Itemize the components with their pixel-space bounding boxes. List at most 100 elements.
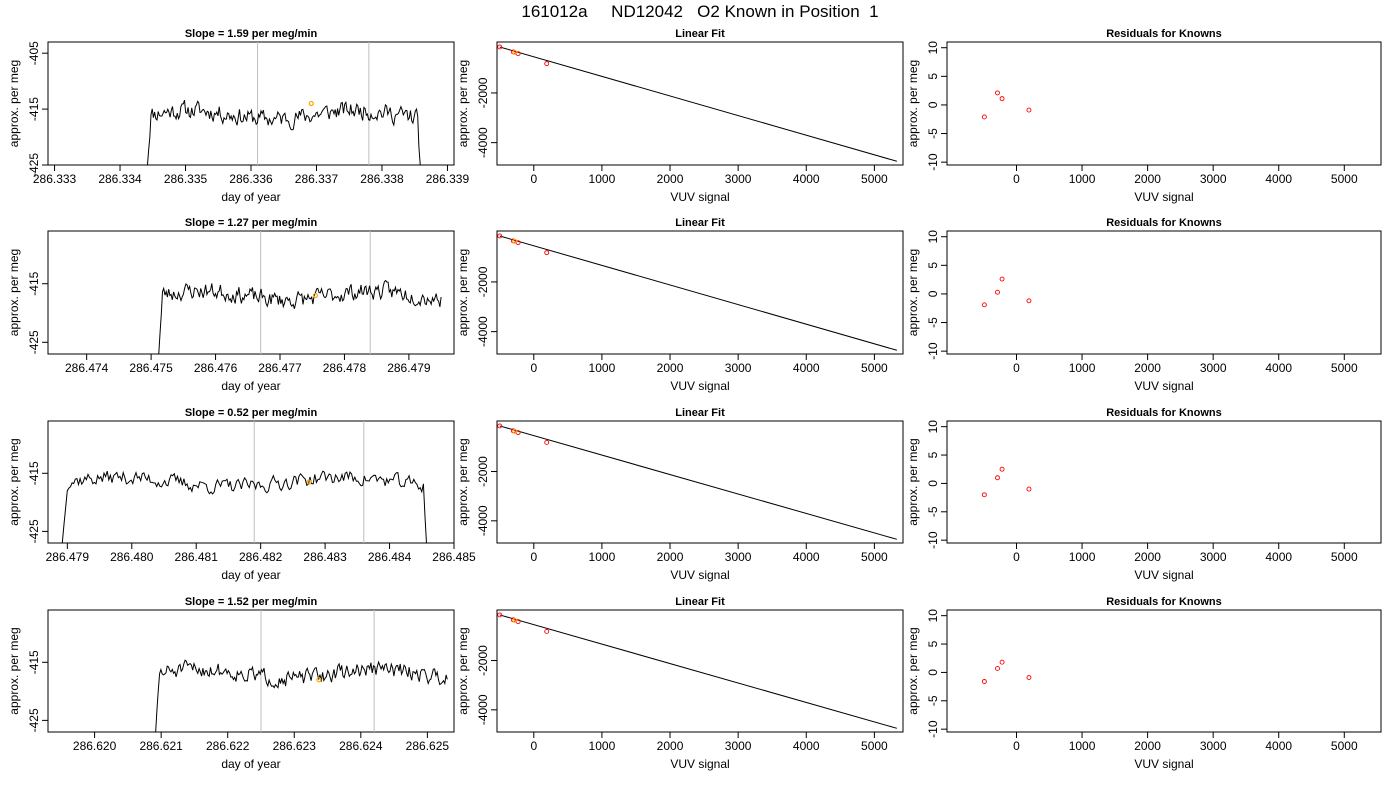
panel-title: Slope = 1.59 per meg/min bbox=[185, 28, 318, 40]
x-tick-label: 1000 bbox=[589, 361, 616, 375]
y-tick-label: -10 bbox=[926, 153, 940, 171]
x-tick-label: 1000 bbox=[589, 739, 616, 753]
y-axis-label: approx. per meg bbox=[906, 249, 920, 336]
x-tick-label: 286.485 bbox=[432, 550, 476, 564]
x-tick-label: 1000 bbox=[589, 550, 616, 564]
y-tick-label: -405 bbox=[27, 41, 41, 65]
x-tick-label: 2000 bbox=[657, 361, 684, 375]
x-tick-label: 1000 bbox=[1069, 172, 1096, 186]
data-point bbox=[497, 612, 503, 618]
plot-frame bbox=[496, 420, 904, 544]
panel-title: Residuals for Knowns bbox=[1106, 217, 1222, 229]
row2-time-panel: Slope = 1.27 per meg/min 286.474 286.475 28… bbox=[7, 217, 455, 393]
row3-fit-panel: Linear Fit 0 1000 2000 3000 4000 5000 VUV signa… bbox=[456, 407, 904, 582]
x-tick-label: 2000 bbox=[1134, 361, 1161, 375]
panel-title: Residuals for Knowns bbox=[1106, 28, 1222, 40]
x-tick-label: 286.478 bbox=[323, 361, 367, 375]
x-tick-label: 5000 bbox=[861, 739, 888, 753]
y-axis-label: approx. per meg bbox=[456, 627, 470, 714]
y-axis-label: approx. per meg bbox=[7, 249, 21, 336]
x-tick-label: 4000 bbox=[793, 361, 820, 375]
unknown-point bbox=[512, 238, 518, 244]
x-tick-label: 0 bbox=[1013, 550, 1020, 564]
x-axis-label: day of year bbox=[221, 568, 280, 582]
data-point bbox=[1026, 675, 1032, 680]
data-point bbox=[1026, 107, 1032, 113]
x-tick-label: 286.623 bbox=[273, 739, 317, 753]
y-axis-label: approx. per meg bbox=[456, 249, 470, 336]
y-tick-label: -4000 bbox=[476, 694, 490, 725]
x-axis-label: VUV signal bbox=[670, 190, 729, 204]
data-point bbox=[981, 679, 987, 684]
y-tick-label: 10 bbox=[926, 420, 940, 434]
data-series-line bbox=[155, 659, 448, 732]
x-tick-label: 5000 bbox=[861, 361, 888, 375]
x-tick-label: 286.337 bbox=[295, 172, 339, 186]
y-tick-label: -5 bbox=[926, 317, 940, 328]
x-tick-label: 5000 bbox=[861, 550, 888, 564]
y-tick-label: -4000 bbox=[476, 316, 490, 347]
data-point bbox=[999, 96, 1005, 102]
data-point bbox=[999, 659, 1005, 665]
fit-line bbox=[499, 425, 898, 540]
data-series-line bbox=[158, 279, 442, 354]
plot-area bbox=[497, 233, 898, 351]
row1-resid-panel: Residuals for Knowns 0 1000 2000 3000 4000 500… bbox=[906, 28, 1382, 204]
y-tick-label: 0 bbox=[926, 101, 940, 108]
plot-area bbox=[158, 231, 442, 354]
x-tick-label: 4000 bbox=[1265, 550, 1292, 564]
x-tick-label: 5000 bbox=[1331, 361, 1358, 375]
data-point bbox=[497, 233, 503, 239]
y-tick-label: 0 bbox=[926, 480, 940, 487]
highlight-point bbox=[312, 292, 319, 299]
x-tick-label: 286.620 bbox=[73, 739, 117, 753]
x-tick-label: 2000 bbox=[657, 739, 684, 753]
y-tick-label: -415 bbox=[27, 271, 41, 295]
x-tick-label: 2000 bbox=[657, 172, 684, 186]
x-tick-label: 3000 bbox=[1200, 172, 1227, 186]
row1-time-panel: Slope = 1.59 per meg/min 286.333 286.334 28… bbox=[7, 28, 469, 204]
unknown-point bbox=[512, 49, 518, 55]
x-tick-label: 4000 bbox=[793, 550, 820, 564]
data-point bbox=[999, 276, 1005, 282]
y-tick-label: -425 bbox=[27, 519, 41, 543]
y-tick-label: 5 bbox=[926, 262, 940, 269]
plot-area bbox=[155, 610, 448, 732]
highlight-point bbox=[316, 677, 322, 683]
data-point bbox=[981, 302, 987, 308]
data-point bbox=[995, 90, 1000, 96]
y-tick-label: -415 bbox=[27, 97, 41, 121]
y-tick-label: -10 bbox=[926, 531, 940, 549]
x-tick-label: 0 bbox=[530, 172, 537, 186]
plot-area bbox=[981, 276, 1032, 308]
x-axis-label: VUV signal bbox=[670, 757, 729, 771]
x-tick-label: 4000 bbox=[793, 739, 820, 753]
plot-area bbox=[146, 42, 421, 165]
y-axis-label: approx. per meg bbox=[7, 60, 21, 147]
x-tick-label: 286.338 bbox=[360, 172, 404, 186]
y-tick-label: 10 bbox=[926, 609, 940, 623]
x-tick-label: 286.476 bbox=[194, 361, 238, 375]
plot-frame bbox=[946, 609, 1382, 733]
y-tick-label: -425 bbox=[27, 330, 41, 354]
x-axis-label: day of year bbox=[221, 379, 280, 393]
fit-line bbox=[499, 614, 898, 729]
plot-frame bbox=[496, 41, 904, 166]
x-tick-label: 286.622 bbox=[206, 739, 250, 753]
plot-frame bbox=[946, 230, 1382, 355]
data-point bbox=[995, 475, 1000, 481]
x-tick-label: 286.482 bbox=[239, 550, 283, 564]
data-point bbox=[981, 492, 987, 498]
y-tick-label: -4000 bbox=[476, 505, 490, 536]
x-tick-label: 286.480 bbox=[110, 550, 154, 564]
x-tick-label: 286.479 bbox=[46, 550, 90, 564]
x-tick-label: 1000 bbox=[1069, 550, 1096, 564]
x-tick-label: 286.477 bbox=[258, 361, 302, 375]
y-tick-label: -425 bbox=[27, 153, 41, 177]
fit-line bbox=[499, 235, 898, 351]
y-tick-label: -2000 bbox=[476, 456, 490, 487]
row4-resid-panel: Residuals for Knowns 0 1000 2000 3000 4000 500… bbox=[906, 596, 1382, 771]
plot-area bbox=[981, 466, 1032, 498]
x-tick-label: 0 bbox=[530, 361, 537, 375]
x-tick-label: 286.481 bbox=[175, 550, 219, 564]
